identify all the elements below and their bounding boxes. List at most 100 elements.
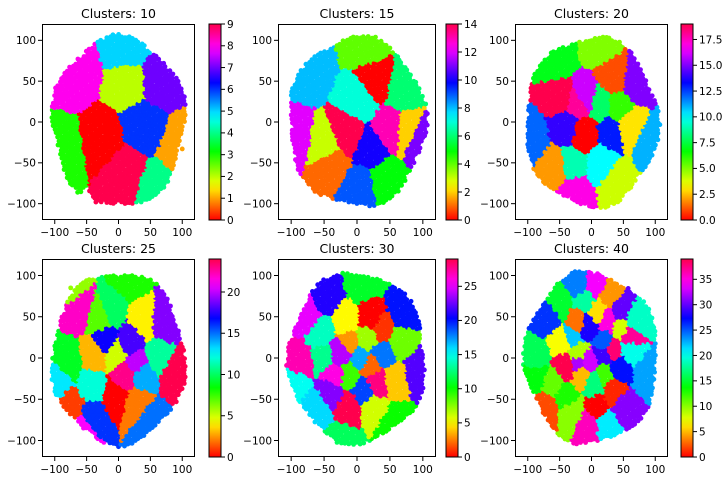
colorbar-tick-label: 1 — [227, 193, 234, 205]
colorbar-tick-label: 0 — [464, 215, 471, 227]
scatter-point-cluster-11 — [650, 153, 655, 158]
cluster-14 — [345, 132, 350, 137]
scatter-point-cluster-5 — [130, 36, 135, 41]
scatter-point-cluster-6 — [423, 102, 428, 107]
scatter-point-cluster-15 — [652, 98, 657, 103]
y-tick-label: 0 — [265, 117, 272, 129]
colorbar-tick-label: 4 — [464, 159, 471, 171]
colorbar-tick-label: 3 — [227, 149, 234, 161]
cluster-3 — [60, 148, 65, 153]
y-tick-label: −50 — [14, 158, 36, 170]
colorbar-tick-label: 4 — [227, 128, 234, 140]
scatter-point-cluster-15 — [650, 93, 655, 98]
scatter-point-cluster-5 — [147, 51, 152, 56]
scatter-point-cluster-5 — [142, 43, 147, 48]
colorbar: 0 2 4 6 8 10 12 14 — [446, 19, 478, 227]
scatter-point-cluster-7 — [168, 68, 173, 73]
y-tick-label: 50 — [259, 76, 272, 88]
colorbar-gradient — [446, 24, 458, 220]
colorbar-tick-label: 14 — [464, 19, 478, 31]
cluster-4 — [154, 187, 159, 192]
cluster-13 — [388, 126, 393, 131]
cluster-8 — [305, 67, 310, 72]
colorbar-tick-label: 10 — [464, 75, 477, 87]
scatter-point-cluster-5 — [135, 40, 140, 45]
colorbar-tick-label: 12 — [464, 47, 477, 59]
y-tick-label: 50 — [23, 76, 36, 88]
cluster-11 — [417, 136, 422, 141]
colorbar-gradient — [209, 24, 221, 220]
y-tick-label: −100 — [243, 198, 272, 210]
chart-title: Clusters: 15 — [320, 6, 395, 21]
colorbar-tick-label: 7 — [227, 62, 234, 74]
subplot-2: Clusters: 15 −100 −50 0 50 100 −100 −50 0 50 100 0 2… — [243, 6, 478, 239]
scatter-points — [525, 35, 662, 210]
scatter-points — [289, 34, 430, 208]
scatter-point-cluster-1 — [177, 138, 182, 143]
colorbar-tick-label: 6 — [464, 131, 471, 143]
cluster-5 — [382, 177, 387, 182]
cluster-5 — [126, 46, 131, 51]
scatter-points — [50, 32, 188, 206]
x-tick-label: 100 — [172, 227, 192, 239]
scatter-point-cluster-4 — [390, 50, 395, 55]
x-tick-label: −50 — [313, 227, 335, 239]
x-tick-label: −100 — [40, 227, 69, 239]
scatter-point-cluster-7 — [161, 61, 166, 66]
x-tick-label: 50 — [144, 227, 157, 239]
scatter-point-cluster-11 — [656, 109, 661, 114]
x-tick-label: 50 — [383, 227, 396, 239]
colorbar-tick-label: 8 — [464, 103, 471, 115]
scatter-point-cluster-7 — [182, 94, 187, 99]
scatter-point-cluster-11 — [409, 164, 414, 169]
x-tick-label: 0 — [115, 227, 122, 239]
y-tick-label: 0 — [29, 117, 36, 129]
cluster-0 — [100, 138, 105, 143]
scatter-point-cluster-6 — [408, 73, 413, 78]
cluster-1 — [330, 160, 335, 165]
scatter-point-cluster-4 — [384, 43, 389, 48]
scatter-point-cluster-15 — [640, 73, 645, 78]
cluster-6 — [140, 122, 145, 127]
scatter-point-cluster-4 — [373, 35, 378, 40]
scatter-point-cluster-15 — [647, 87, 652, 92]
scatter-point-cluster-7 — [154, 54, 159, 59]
cluster-0 — [373, 79, 378, 84]
y-tick-label: 100 — [16, 35, 36, 47]
y-tick-label: −50 — [250, 158, 272, 170]
colorbar-tick-label: 9 — [227, 19, 234, 31]
cluster-2 — [128, 81, 133, 86]
cluster-6 — [401, 87, 406, 92]
x-tick-label: −100 — [277, 227, 306, 239]
x-tick-label: −50 — [76, 227, 98, 239]
x-tick-label: 100 — [413, 227, 433, 239]
cluster-1 — [180, 147, 185, 152]
scatter-point-cluster-7 — [174, 76, 179, 81]
scatter-point-cluster-11 — [418, 146, 423, 151]
cluster-7 — [156, 79, 161, 84]
colorbar-tick-label: 0 — [227, 215, 234, 227]
colorbar-tick-label: 8 — [227, 41, 234, 53]
scatter-point-cluster-7 — [176, 83, 181, 88]
cluster-4 — [364, 42, 369, 47]
scatter-point-cluster-4 — [379, 39, 384, 44]
scatter-point-cluster-5 — [116, 32, 121, 37]
colorbar-tick-label: 2 — [464, 187, 471, 199]
cluster-12 — [290, 134, 295, 139]
scatter-point-cluster-6 — [413, 80, 418, 85]
cluster-2 — [406, 128, 411, 133]
scatter-point-cluster-6 — [403, 65, 408, 70]
colorbar-tick-label: 5 — [227, 106, 234, 118]
scatter-point-cluster-5 — [111, 32, 116, 37]
colorbar-tick-label: 6 — [227, 84, 234, 96]
cluster-8 — [71, 71, 76, 76]
y-tick-label: 100 — [252, 35, 272, 47]
cluster-7 — [358, 97, 363, 102]
y-tick-label: −100 — [7, 198, 36, 210]
scatter-point-cluster-6 — [395, 54, 400, 59]
